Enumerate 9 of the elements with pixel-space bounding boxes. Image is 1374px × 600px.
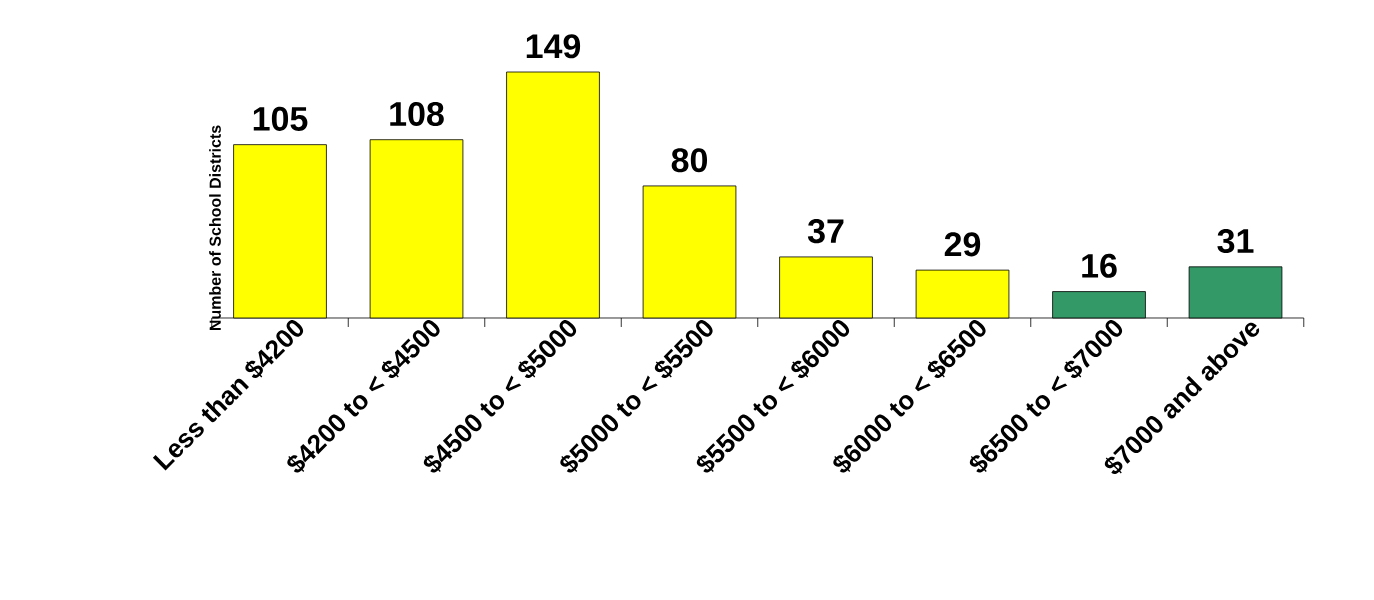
y-axis-title: Number of School Districts xyxy=(209,125,221,331)
data-label: 37 xyxy=(807,219,844,244)
data-label: 16 xyxy=(1082,253,1117,278)
data-label: 149 xyxy=(526,34,581,59)
data-label: 105 xyxy=(253,106,308,131)
data-label: 31 xyxy=(1217,228,1254,254)
data-label: 80 xyxy=(671,148,708,173)
data-label: 108 xyxy=(390,101,444,126)
data-label: 29 xyxy=(944,232,981,257)
